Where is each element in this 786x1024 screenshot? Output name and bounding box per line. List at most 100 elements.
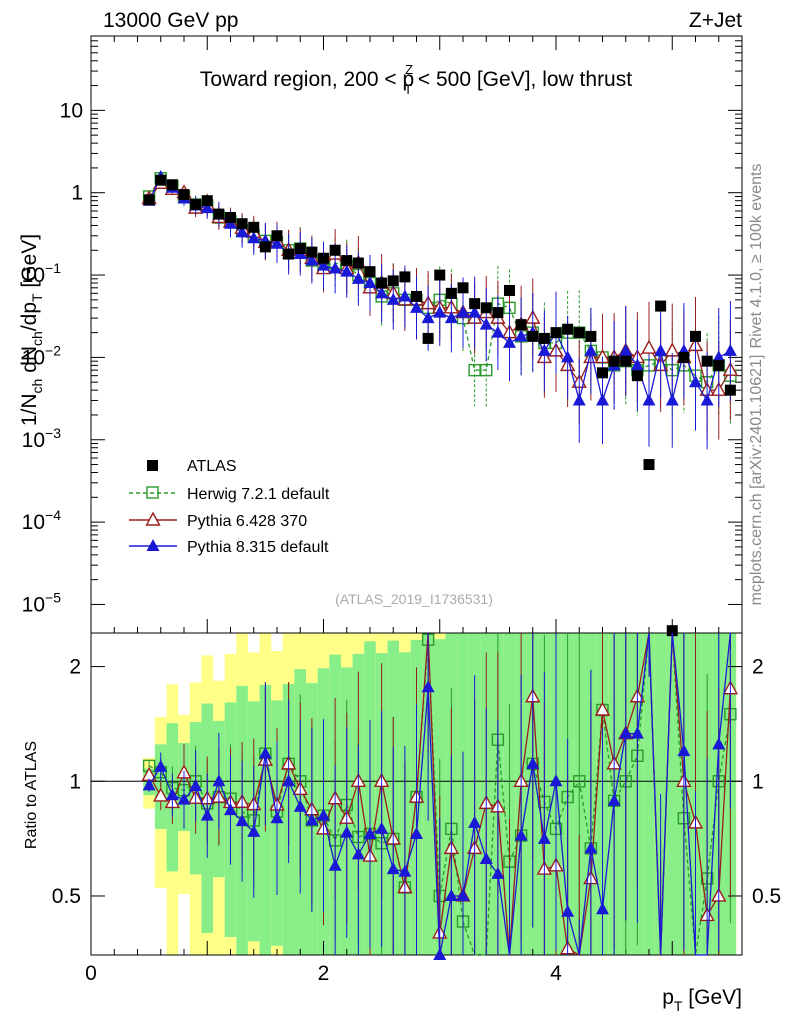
data-point-atlas	[492, 307, 504, 319]
data-point-atlas	[550, 327, 562, 339]
analysis-watermark: (ATLAS_2019_I1736531)	[335, 591, 493, 607]
rivet-label: Rivet 4.1.0, ≥ 100k events	[748, 164, 765, 349]
ratio-tick-label: 2	[69, 656, 81, 679]
ratio-tick-label: 1	[69, 770, 81, 793]
data-point-atlas	[445, 287, 457, 299]
data-point-pythia8	[444, 311, 458, 324]
data-point-atlas	[597, 367, 608, 379]
y-axis-label: 1/Nch dNch/dpT [GeV]	[18, 234, 45, 426]
ratio-tick-label-right: 2	[752, 656, 764, 679]
data-point-atlas	[283, 248, 295, 260]
ratio-point-pythia8	[514, 828, 528, 841]
data-point-atlas	[469, 298, 481, 310]
data-point-atlas	[248, 221, 260, 233]
ratio-point-pythia8	[305, 813, 319, 826]
ratio-y-label: Ratio to ATLAS	[23, 741, 40, 849]
ratio-point-pythia8	[584, 841, 598, 854]
data-point-pythia8	[561, 350, 575, 363]
ratio-point-pythia8	[386, 862, 400, 875]
y-tick-label: 10−5	[22, 589, 62, 616]
main-plot-series	[141, 170, 739, 637]
ratio-point-pythia8	[526, 756, 540, 769]
ylabel-c: /dp	[18, 302, 41, 331]
data-point-pythia8	[340, 264, 354, 277]
data-point-atlas	[422, 332, 434, 344]
ratio-point-pythia8	[154, 759, 168, 772]
ylabel-a: 1/N	[18, 393, 41, 426]
data-point-pythia8	[421, 311, 435, 324]
ratio-point-pythia8	[363, 826, 377, 839]
data-point-atlas	[294, 243, 306, 255]
data-point-pythia8	[375, 286, 389, 299]
legend-label-pythia8: Pythia 8.315 default	[187, 539, 329, 556]
xlabel-sub: T	[674, 998, 683, 1014]
ratio-point-pythia8	[282, 774, 296, 787]
data-point-pythia8	[317, 258, 330, 271]
title-pre: Toward region, 200 < p	[200, 68, 414, 91]
data-point-atlas	[480, 302, 492, 314]
data-point-pythia8	[479, 317, 493, 330]
ratio-point-pythia8	[351, 847, 365, 860]
ratio-point-pythia8	[200, 808, 214, 821]
data-point-atlas	[329, 244, 341, 256]
x-tick-label: 0	[85, 962, 97, 985]
data-point-pythia8	[630, 358, 644, 371]
ratio-point-pythia8	[630, 726, 644, 739]
ratio-point-pythia8	[421, 680, 435, 693]
ratio-band-green	[654, 633, 667, 955]
data-point-pythia8	[537, 343, 551, 356]
data-point-pythia8	[270, 236, 284, 249]
y-tick-label: 10−3	[22, 425, 62, 452]
ylabel-c-sub: T	[29, 293, 45, 302]
data-point-atlas	[259, 241, 271, 253]
ratio-point-pythia8	[340, 825, 354, 838]
legend-label-pythia6: Pythia 6.428 370	[187, 513, 307, 530]
data-point-atlas	[155, 174, 167, 186]
ratio-point-pythia8	[235, 814, 249, 827]
data-point-atlas	[724, 384, 736, 396]
header-process: Z+Jet	[689, 9, 742, 32]
data-point-atlas	[434, 269, 446, 281]
ratio-point-pythia8	[619, 726, 633, 739]
legend-marker-herwig	[146, 486, 159, 499]
data-point-atlas	[585, 330, 597, 342]
ratio-point-pythia8	[607, 793, 621, 806]
ratio-point-pythia8	[398, 864, 412, 877]
ratio-point-pythia8	[224, 803, 237, 816]
legend: ATLAS Herwig 7.2.1 default Pythia 6.428 …	[129, 458, 330, 556]
ratio-point-pythia8	[561, 904, 575, 917]
legend-marker-pythia8	[146, 539, 160, 551]
mcplots-label: mcplots.cern.ch [arXiv:2401.10621]	[748, 355, 765, 606]
data-point-atlas	[701, 355, 713, 367]
data-point-pythia8	[619, 343, 633, 356]
ratio-point-pythia8	[479, 852, 493, 865]
ratio-point-herwig	[573, 775, 586, 788]
ratio-point-pythia8	[468, 815, 482, 828]
ratio-plot-series	[141, 632, 739, 960]
ratio-point-pythia8	[317, 808, 330, 821]
ratio-point-pythia8	[328, 858, 342, 871]
data-point-atlas	[608, 355, 620, 367]
title-sup: Z	[405, 62, 413, 77]
data-point-atlas	[178, 189, 190, 201]
ylabel-a-sub: ch	[29, 379, 45, 394]
y-tick-label: 10−2	[22, 342, 62, 369]
data-point-pythia8	[398, 289, 412, 302]
data-point-atlas	[690, 330, 701, 342]
x-axis-label: pT [GeV]	[662, 986, 742, 1014]
data-point-pythia8	[351, 271, 365, 284]
data-point-atlas	[352, 257, 364, 269]
y-tick-label: 10−1	[22, 260, 62, 287]
ratio-point-pythia6	[153, 787, 169, 802]
ratio-band-green	[666, 633, 679, 955]
data-point-atlas	[236, 218, 248, 230]
ratio-point-pythia8	[258, 746, 272, 759]
ylabel-b: dN	[18, 346, 41, 379]
data-point-atlas	[655, 300, 667, 312]
ylabel-b-sub: ch	[29, 331, 45, 346]
ratio-tick-label: 0.5	[52, 885, 81, 908]
data-point-atlas	[201, 195, 213, 207]
data-point-pythia8	[200, 201, 214, 214]
y-tick-label: 10	[60, 99, 83, 122]
xlabel-main: p	[662, 986, 674, 1009]
